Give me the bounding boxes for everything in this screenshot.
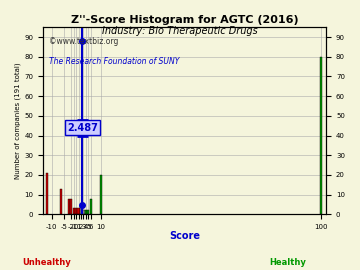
Bar <box>90 199 92 214</box>
Bar <box>73 208 75 214</box>
Bar <box>82 210 85 214</box>
Bar <box>99 175 102 214</box>
Bar <box>77 208 80 214</box>
Text: The Research Foundation of SUNY: The Research Foundation of SUNY <box>49 57 179 66</box>
Bar <box>68 199 70 214</box>
Bar <box>80 205 82 214</box>
X-axis label: Score: Score <box>169 231 200 241</box>
Y-axis label: Number of companies (191 total): Number of companies (191 total) <box>15 62 22 179</box>
Text: Industry: Bio Therapeutic Drugs: Industry: Bio Therapeutic Drugs <box>102 26 258 36</box>
Text: Healthy: Healthy <box>270 258 306 266</box>
Bar <box>60 189 63 214</box>
Title: Z''-Score Histogram for AGTC (2016): Z''-Score Histogram for AGTC (2016) <box>71 15 298 25</box>
Bar <box>87 210 90 214</box>
Bar <box>70 199 72 214</box>
Text: 2.487: 2.487 <box>67 123 98 133</box>
Bar <box>320 57 323 214</box>
Bar <box>75 208 77 214</box>
Text: ©www.textbiz.org: ©www.textbiz.org <box>49 36 118 46</box>
Bar <box>46 173 48 214</box>
Bar <box>85 210 87 214</box>
Text: Unhealthy: Unhealthy <box>22 258 71 266</box>
